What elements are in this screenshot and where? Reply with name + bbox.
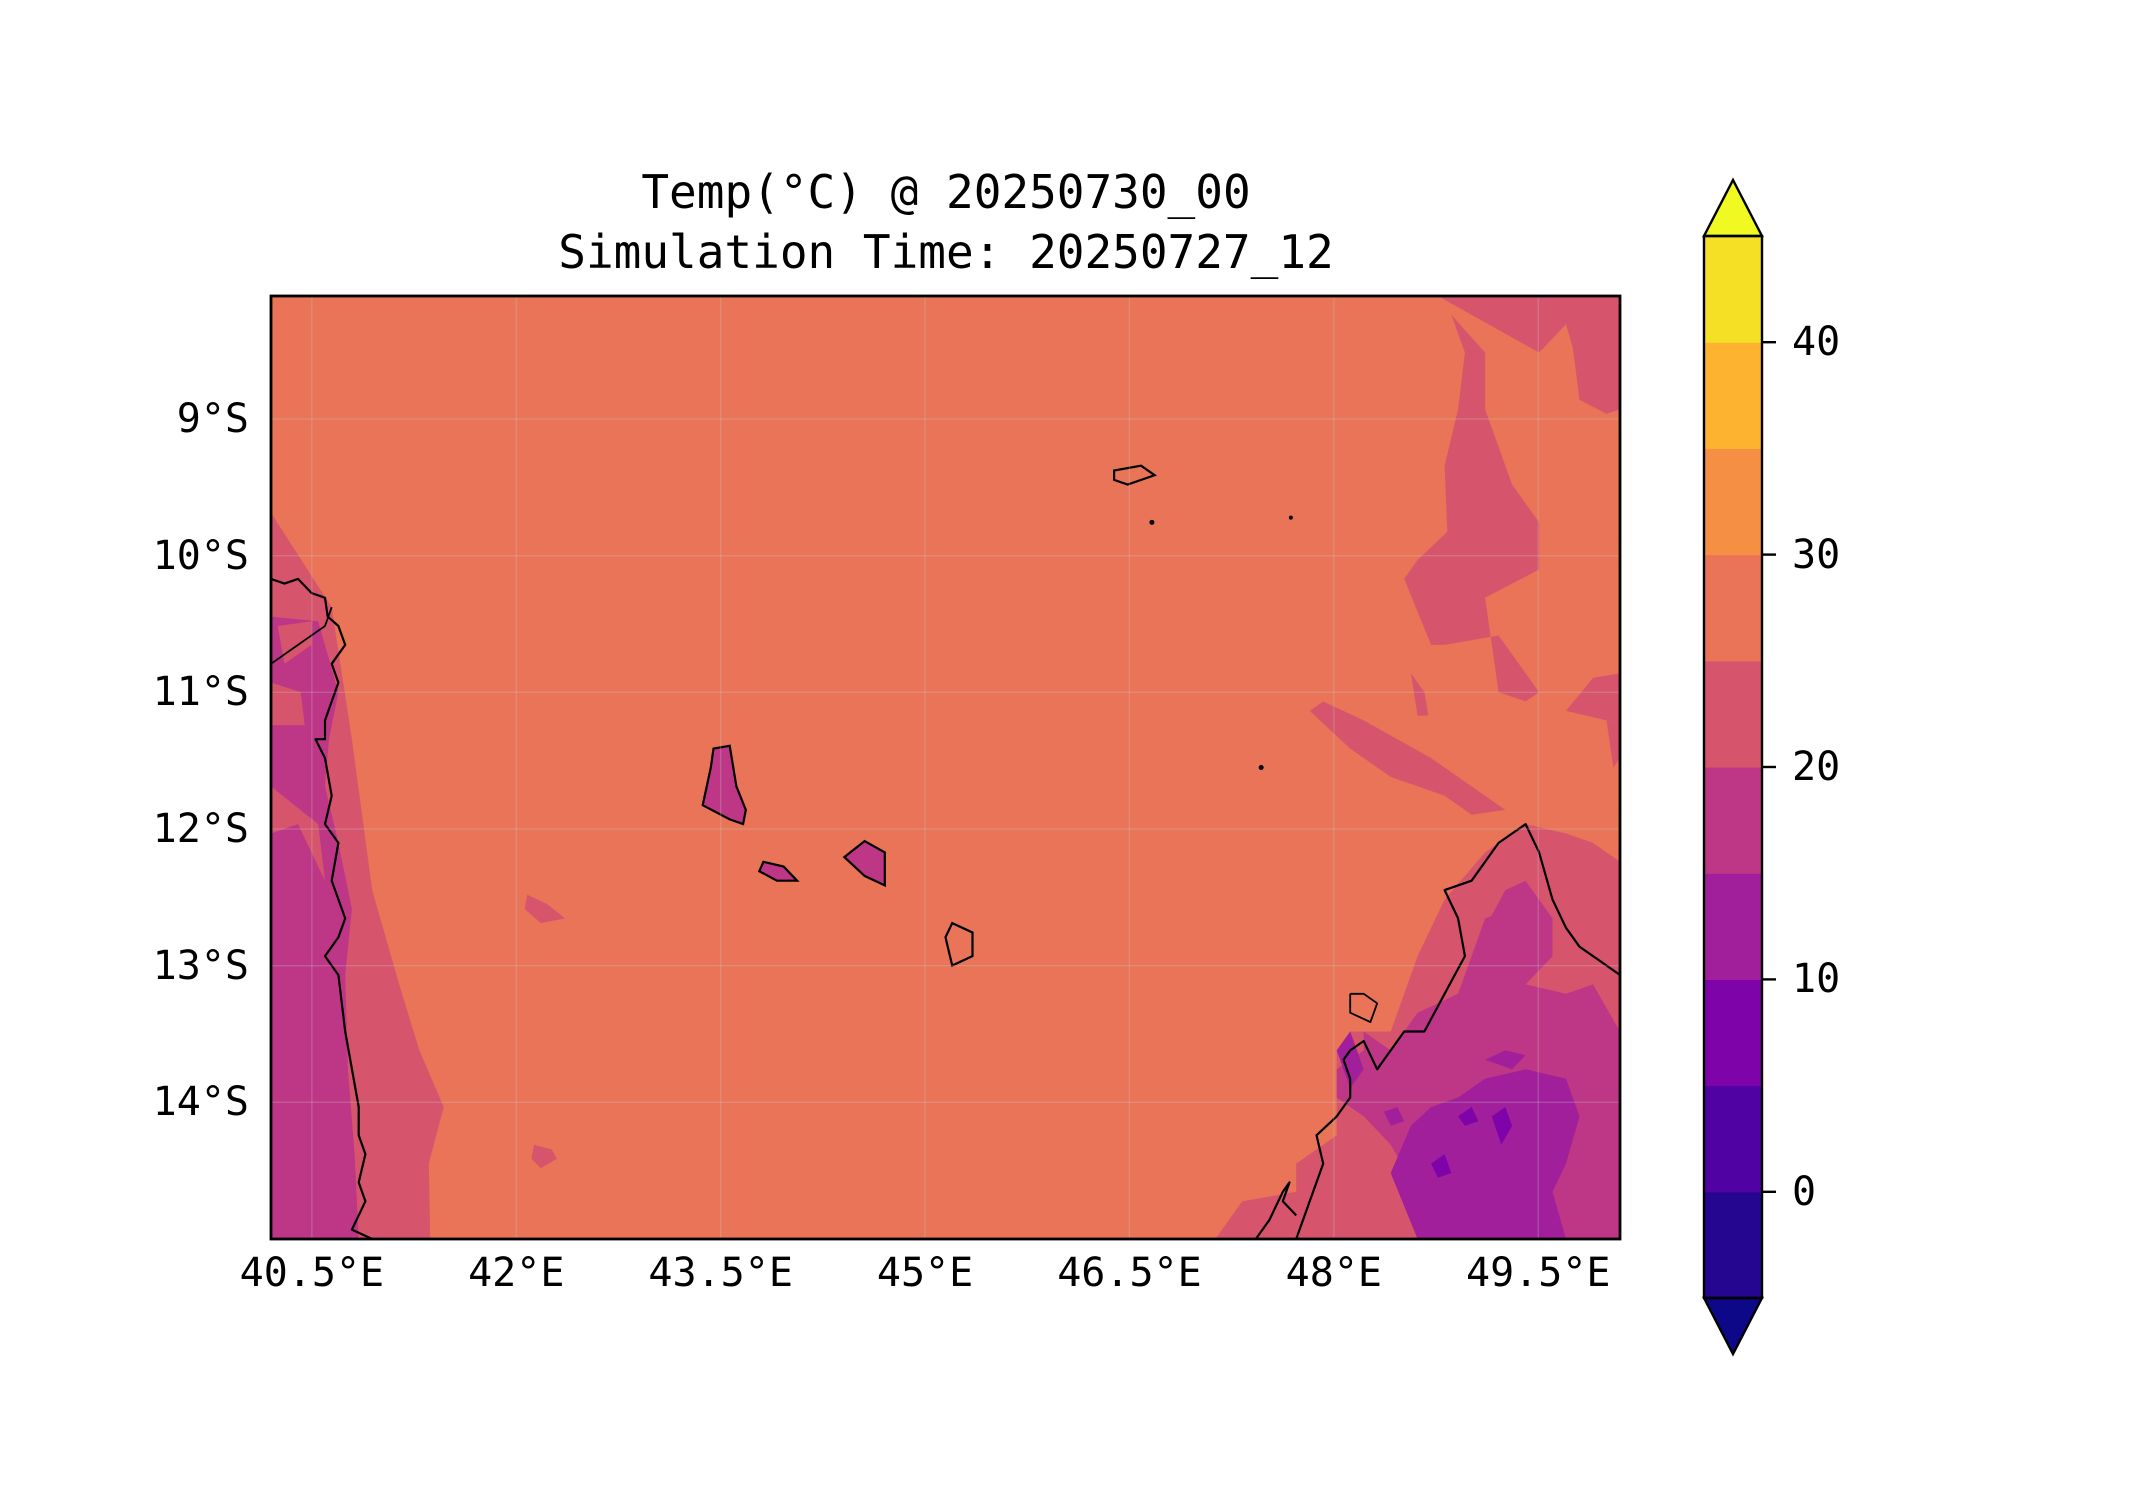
map-subtitle: Simulation Time: 20250727_12 <box>558 225 1334 279</box>
lon-tick-label: 46.5°E <box>1057 1250 1202 1296</box>
lat-tick-label: 14°S <box>152 1079 249 1126</box>
lon-tick-label: 49.5°E <box>1465 1250 1611 1296</box>
contour-band-diagonal-20-25 <box>1309 701 1506 815</box>
lon-tick-label: 48°E <box>1285 1250 1382 1296</box>
contour-band-madagascar-15-20 <box>1485 880 1553 985</box>
small-island <box>1149 519 1155 525</box>
islands <box>701 464 1293 968</box>
contour-patch-20-25 <box>531 1144 557 1169</box>
colorbar-segment <box>1704 767 1762 874</box>
gridlines <box>271 296 1620 1239</box>
lat-tick-label: 13°S <box>152 942 249 989</box>
contour-band-west-15-20 <box>271 616 359 1239</box>
contour-band-madagascar-10-15 <box>1383 1107 1405 1126</box>
coastline-nosy-be <box>1349 992 1379 1023</box>
contour-band-east-20-25 <box>1566 673 1620 721</box>
colorbar-segment <box>1704 448 1762 556</box>
colorbar-segment <box>1704 1191 1762 1299</box>
lat-tick-label: 12°S <box>152 806 249 852</box>
lat-tick-label: 9°S <box>176 396 249 442</box>
mayotte <box>944 921 974 968</box>
colorbar-tick-label: 30 <box>1792 531 1841 578</box>
colorbar <box>1702 177 1776 1357</box>
colorbar-segment <box>1704 554 1762 662</box>
contour-patch-20-25 <box>1410 673 1429 716</box>
colorbar-tick-label: 10 <box>1792 956 1841 1003</box>
small-island <box>1288 515 1293 520</box>
contour-patch-20-25 <box>524 894 566 924</box>
aldabra-atoll <box>1112 464 1157 486</box>
colorbar-segment <box>1704 236 1762 343</box>
contour-band-madagascar-5-10 <box>1458 1107 1479 1126</box>
map-panel <box>271 296 1620 1239</box>
contour-band-madagascar-5-10 <box>1431 1154 1452 1178</box>
comoros-moheli <box>757 860 800 882</box>
colorbar-segment <box>1704 342 1762 449</box>
coastlines <box>271 577 1620 1239</box>
colorbar-extend-max <box>1702 177 1764 238</box>
colorbar-extend-min <box>1702 1296 1764 1357</box>
contour-band-madagascar-10-15 <box>1485 1050 1526 1070</box>
comoros-grande-comore <box>701 744 747 826</box>
comoros-anjouan <box>842 839 886 888</box>
colorbar-segment <box>1704 660 1762 768</box>
colorbar-segment <box>1704 979 1762 1087</box>
lon-tick-label: 43.5°E <box>648 1250 793 1296</box>
colorbar-tick-label: 0 <box>1792 1168 1817 1215</box>
lat-tick-label: 11°S <box>152 669 249 716</box>
contour-band-east-20-25 <box>1606 720 1620 768</box>
map-frame <box>269 294 1622 1241</box>
colorbar-tick-label: 20 <box>1792 744 1841 790</box>
contour-band-madagascar-10-15 <box>1336 1031 1364 1089</box>
small-island <box>1258 765 1264 770</box>
lon-tick-label: 45°E <box>876 1250 974 1296</box>
lon-tick-label: 42°E <box>468 1250 565 1296</box>
lat-tick-label: 10°S <box>152 532 249 579</box>
contour-band-west-20-25 <box>271 682 305 726</box>
colorbar-segment <box>1704 873 1762 980</box>
contour-band-northeast-20-25 <box>1404 314 1540 702</box>
coastline-madagascar-south <box>1254 1181 1297 1239</box>
colorbar-segment <box>1704 1085 1762 1193</box>
contour-band-madagascar-5-10 <box>1491 1107 1513 1145</box>
contour-band-northeast-20-25 <box>1437 296 1620 414</box>
map-title: Temp(°C) @ 20250730_00 <box>641 165 1251 219</box>
contour-band-west-20-25 <box>271 786 325 881</box>
lon-tick-label: 40.5°E <box>239 1250 385 1296</box>
coastline-east-africa <box>271 577 373 1239</box>
coastline-madagascar-north <box>1295 822 1620 1239</box>
colorbar-tick-label: 40 <box>1792 319 1841 366</box>
coastline-river-boundary <box>271 606 333 665</box>
contour-band-madagascar-10-15 <box>1390 1069 1580 1239</box>
